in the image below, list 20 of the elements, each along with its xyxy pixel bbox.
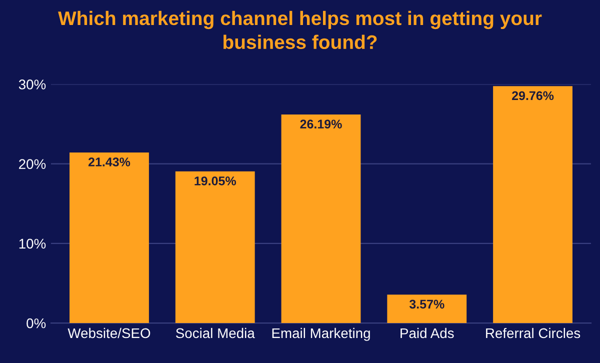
- data-label: 21.43%: [88, 158, 130, 166]
- x-tick-label: Social Media: [176, 328, 255, 338]
- y-tick-label: 20%: [19, 159, 46, 170]
- x-tick-label: Paid Ads: [400, 328, 454, 338]
- bar: [387, 294, 467, 324]
- chart-title: Which marketing channel helps most in getting your business found?: [58, 10, 542, 50]
- data-label: 26.19%: [300, 120, 342, 129]
- bar: [281, 114, 361, 324]
- x-tick-label: Website/SEO: [68, 328, 150, 338]
- data-label: 19.05%: [194, 176, 236, 186]
- bar: [70, 152, 149, 324]
- y-tick-label: 0%: [26, 318, 46, 328]
- x-tick-label: Referral Circles: [486, 328, 580, 338]
- data-label: 29.76%: [512, 91, 554, 100]
- bar: [493, 86, 572, 324]
- bar: [175, 171, 255, 324]
- y-tick-label: 10%: [19, 238, 46, 249]
- data-label: 3.57%: [409, 300, 444, 309]
- y-tick-label: 30%: [18, 80, 46, 90]
- x-tick-label: Email Marketing: [272, 328, 370, 341]
